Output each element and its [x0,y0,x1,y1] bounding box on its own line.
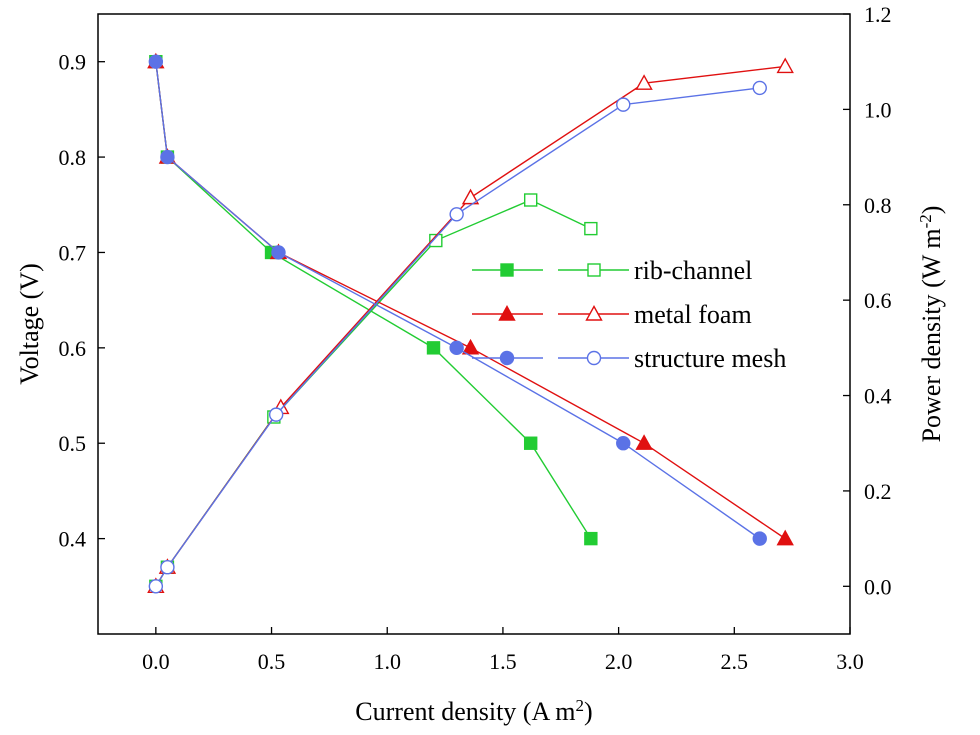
y-left-tick-label: 0.9 [59,50,87,75]
legend-label-rib-channel: rib-channel [634,256,752,285]
metal-foam-power-point [776,57,794,74]
structure-mesh-voltage-point [616,436,631,451]
structure-mesh-power-point [268,407,284,422]
metal-foam-power-point [635,74,653,90]
y-right-axis-title: Power density (W m-2) [916,206,947,443]
legend: rib-channel metal foam structure mesh [472,256,786,373]
y-left-tick-label: 0.6 [59,336,87,361]
legend-marker-filled-rib-channel [500,263,514,277]
metal-foam-power-point [461,188,480,205]
rib-channel-power-point [523,193,538,207]
rib-channel-power-line [155,199,592,587]
rib-channel-voltage-point [523,436,538,450]
legend-marker-open-metal-foam [585,305,603,321]
legend-marker-filled-metal-foam [498,305,516,321]
structure-mesh-voltage-line [155,61,761,540]
x-tick-label: 2.0 [605,649,633,674]
structure-mesh-power-point [449,207,464,222]
x-tick-label: 1.0 [373,649,401,674]
structure-mesh-voltage-point [148,54,164,69]
y-left-tick-label: 0.7 [59,240,87,265]
legend-marker-filled-structure-mesh [499,350,515,366]
y-right-tick-label: 0.4 [864,384,892,409]
x-axis-title: Current density (A m2) [355,696,592,727]
x-tick-label: 0.5 [258,649,286,674]
legend-label-structure-mesh: structure mesh [634,344,786,373]
y-right-tick-label: 0.2 [864,479,892,504]
metal-foam-voltage-point [776,529,794,546]
ticks-layer: 0.0 0.5 1.0 1.5 2.0 2.5 3.0 0.4 0.5 0.6 0.7 0.8 0.9 0… [59,2,892,674]
structure-mesh-power-point [148,579,164,594]
y-right-tick-label: 0.6 [864,288,892,313]
structure-mesh-power-point [752,80,767,96]
y-right-tick-label: 0.8 [864,193,892,218]
x-axis-title-main: Current density (A m [355,697,575,726]
legend-marker-open-structure-mesh [586,350,602,366]
x-tick-label: 3.0 [836,649,864,674]
y-left-axis-title: Voltage (V) [15,263,44,385]
rib-channel-voltage-point [426,341,441,355]
y-right-axis-title-end: ) [917,206,946,215]
y-right-axis-title-main: Power density (W m [917,228,946,442]
metal-foam-voltage-point [635,434,653,450]
structure-mesh-power-point [160,560,175,575]
metal-foam-voltage-point [461,338,480,355]
structure-mesh-power-point [616,97,631,112]
structure-mesh-power-line [155,87,760,587]
y-left-tick-label: 0.8 [59,145,87,170]
structure-mesh-voltage-point [752,531,767,546]
x-tick-label: 1.5 [489,649,517,674]
x-axis-title-sup: 2 [576,696,585,715]
series-layer [147,52,794,594]
y-left-tick-label: 0.4 [59,527,87,552]
plot-frame [97,13,851,635]
x-tick-label: 0.0 [142,649,170,674]
rib-channel-power-point [429,233,443,248]
rib-channel-power-point [584,221,598,236]
rib-channel-voltage-point [584,531,598,546]
structure-mesh-voltage-point [449,340,464,356]
x-tick-label: 2.5 [721,649,749,674]
y-left-tick-label: 0.5 [59,431,87,456]
y-right-axis-title-sup: -2 [916,214,935,228]
structure-mesh-voltage-point [160,149,175,165]
legend-marker-open-rib-channel [587,263,601,277]
structure-mesh-voltage-point [271,245,286,260]
y-right-tick-label: 1.0 [864,97,892,122]
y-right-tick-label: 1.2 [864,2,892,27]
legend-label-metal-foam: metal foam [634,300,752,329]
y-right-tick-label: 0.0 [864,574,892,599]
x-axis-title-end: ) [584,697,593,726]
